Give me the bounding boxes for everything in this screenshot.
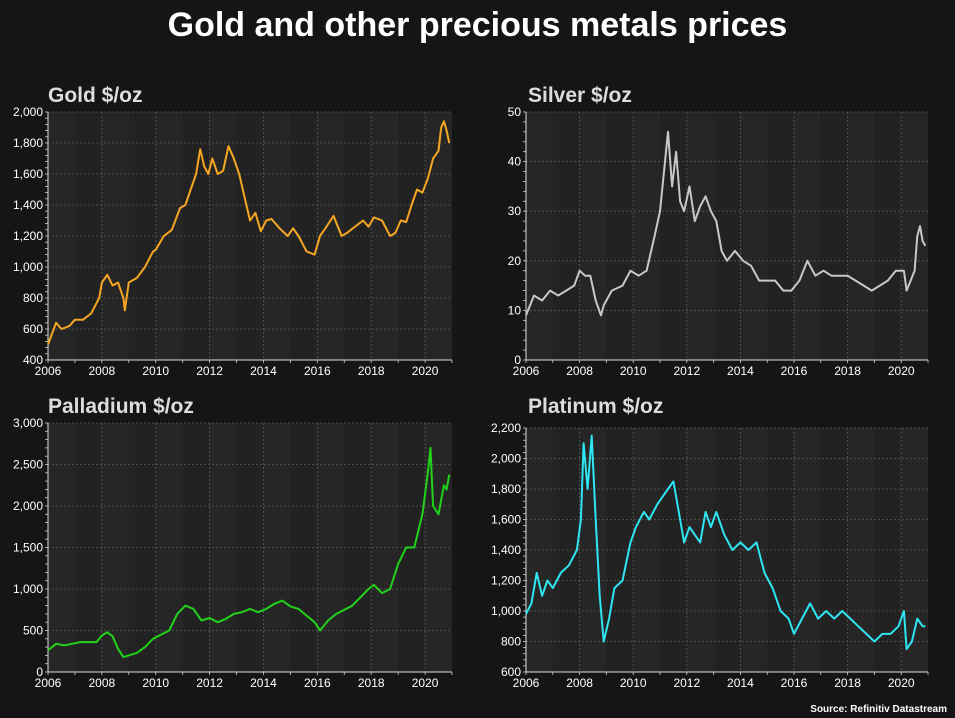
y-tick-label: 2,200: [491, 421, 521, 435]
y-tick-label: 1,600: [491, 513, 521, 527]
x-tick-label: 2006: [35, 676, 62, 690]
y-tick-label: 30: [508, 204, 522, 218]
y-tick-label: 2,000: [13, 499, 43, 513]
x-tick-label: 2010: [142, 676, 169, 690]
y-tick-label: 20: [508, 254, 522, 268]
y-tick-label: 800: [501, 635, 521, 649]
panel-gold: 400 600 800 1,000 1,200 1,400 1,600 1,800 2,000 2…: [13, 84, 453, 378]
x-tick-label: 2020: [888, 364, 915, 378]
y-tick-label: 0: [514, 353, 521, 367]
y-tick-label: 50: [508, 105, 522, 119]
x-tick-label: 2008: [566, 676, 593, 690]
x-tick-label: 2008: [89, 676, 116, 690]
y-tick-label: 1,200: [491, 574, 521, 588]
palladium-price-line: [47, 446, 451, 659]
y-tick-label: 600: [501, 665, 521, 679]
silver-price-line: [525, 130, 927, 317]
year-band: [847, 428, 875, 672]
y-tick-label: 500: [23, 624, 43, 638]
panel-palladium: 0 500 1,000 1,500 2,000 2,500 3,000 2006 2008 201…: [13, 395, 453, 690]
x-tick-label: 2010: [142, 364, 169, 378]
y-tick-label: 1,600: [13, 167, 43, 181]
y-tick-label: 1,400: [13, 198, 43, 212]
y-tick-label: 1,000: [13, 260, 43, 274]
y-tick-label: 40: [508, 155, 522, 169]
x-tick-label: 2010: [620, 676, 647, 690]
x-tick-label: 2014: [727, 364, 754, 378]
x-tick-label: 2008: [89, 364, 116, 378]
platinum-price-line: [525, 434, 926, 651]
x-tick-label: 2018: [834, 364, 861, 378]
source-note: Source: Refinitiv Datastream: [810, 704, 947, 715]
x-tick-label: 2012: [673, 364, 700, 378]
y-tick-label: 10: [508, 303, 522, 317]
x-tick-label: 2010: [620, 364, 647, 378]
chart-title: Palladium $/oz: [48, 395, 194, 418]
x-tick-label: 2018: [834, 676, 861, 690]
year-band: [579, 112, 607, 360]
y-tick-label: 1,500: [13, 541, 43, 555]
x-tick-label: 2016: [781, 364, 808, 378]
y-tick-label: 1,800: [491, 482, 521, 496]
x-tick-label: 2014: [727, 676, 754, 690]
chart-title: Platinum $/oz: [528, 395, 663, 418]
y-tick-label: 1,000: [491, 604, 521, 618]
year-band: [633, 112, 660, 360]
page-title: Gold and other precious metals prices: [167, 6, 788, 44]
year-band: [794, 112, 821, 360]
y-tick-label: 0: [36, 665, 43, 679]
x-tick-label: 2018: [358, 676, 385, 690]
year-band: [901, 112, 928, 360]
x-tick-label: 2020: [412, 364, 439, 378]
x-tick-label: 2014: [250, 676, 277, 690]
x-tick-label: 2012: [673, 676, 700, 690]
x-tick-label: 2016: [304, 364, 331, 378]
y-tick-label: 800: [23, 291, 43, 305]
x-tick-label: 2018: [358, 364, 385, 378]
x-tick-label: 2016: [304, 676, 331, 690]
x-tick-label: 2006: [513, 676, 540, 690]
x-tick-label: 2006: [35, 364, 62, 378]
y-tick-label: 1,200: [13, 229, 43, 243]
panel-silver: 0 10 20 30 40 50 2006 2008 2010 2012 2014 2016 2018 2…: [508, 84, 929, 378]
x-tick-label: 2012: [196, 364, 223, 378]
year-band: [740, 112, 768, 360]
y-tick-label: 3,000: [13, 416, 43, 430]
x-tick-label: 2014: [250, 364, 277, 378]
y-tick-label: 400: [23, 353, 43, 367]
y-tick-label: 2,000: [491, 452, 521, 466]
x-tick-label: 2006: [513, 364, 540, 378]
x-tick-label: 2020: [412, 676, 439, 690]
chart-title: Silver $/oz: [528, 84, 632, 107]
x-tick-label: 2016: [781, 676, 808, 690]
gold-price-line: [47, 120, 451, 345]
x-tick-label: 2020: [888, 676, 915, 690]
y-tick-label: 2,000: [13, 105, 43, 119]
x-tick-label: 2008: [566, 364, 593, 378]
chart-title: Gold $/oz: [48, 84, 143, 107]
y-tick-label: 600: [23, 322, 43, 336]
year-band: [526, 112, 553, 360]
x-tick-label: 2012: [196, 676, 223, 690]
y-tick-label: 1,800: [13, 136, 43, 150]
y-tick-label: 1,000: [13, 582, 43, 596]
year-band: [847, 112, 875, 360]
y-tick-label: 1,400: [491, 543, 521, 557]
panel-platinum: 600 800 1,000 1,200 1,400 1,600 1,800 2,000 2,20…: [491, 395, 929, 690]
y-tick-label: 2,500: [13, 458, 43, 472]
year-band: [686, 112, 714, 360]
